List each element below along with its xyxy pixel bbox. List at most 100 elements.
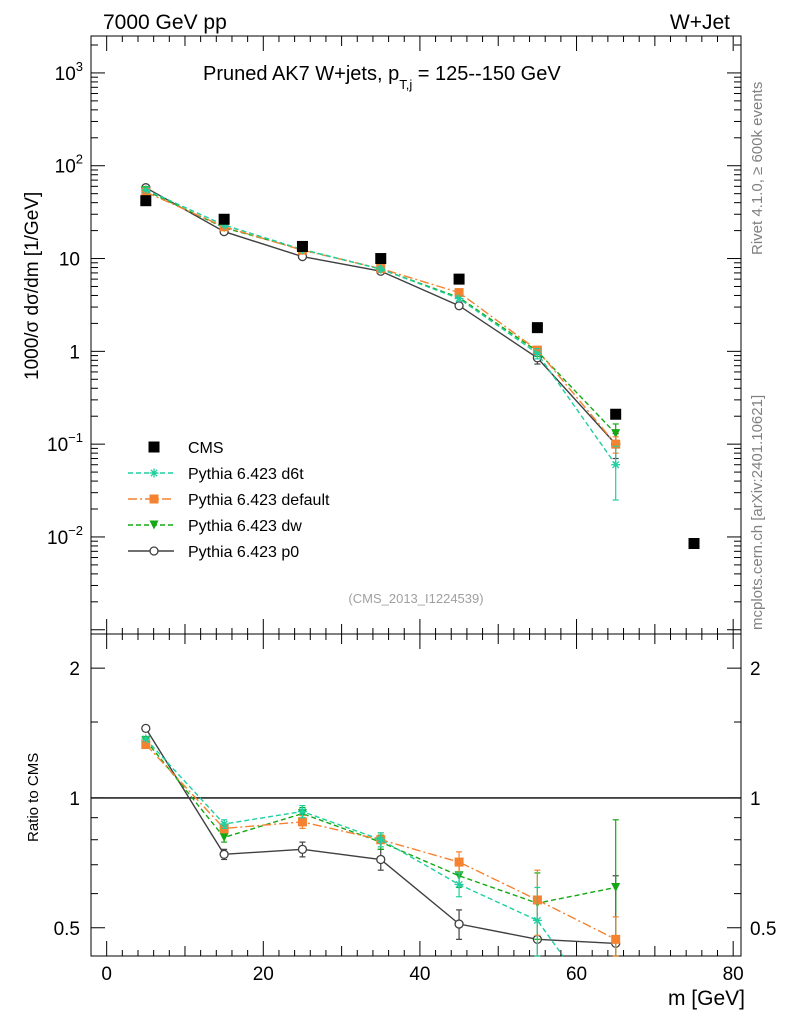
marker-star [454, 294, 464, 304]
marker-circle [141, 723, 151, 734]
ratio-xtick-label: 20 [253, 964, 274, 985]
legend-label: Pythia 6.423 dw [188, 518, 302, 535]
legend-label: CMS [188, 440, 224, 457]
main-title-sub: T,j [399, 77, 412, 92]
marker-square [297, 817, 307, 827]
ratio-xtick-label: 0 [101, 964, 112, 985]
series-pythia-6-423-p0 [141, 183, 621, 460]
marker-square [141, 740, 151, 750]
main-ytick-label: 103 [55, 59, 83, 85]
marker-star [219, 819, 229, 829]
main-ytick-label-base: 10 [59, 250, 80, 271]
marker-square [611, 934, 621, 944]
ratio-ytick-label-right: 0.5 [750, 919, 776, 940]
marker-square [454, 288, 464, 298]
main-ytick-label-base: 10 [55, 157, 76, 178]
main-ytick-label: 1 [69, 342, 80, 363]
marker-circle [219, 849, 229, 859]
series-line [145, 739, 616, 904]
series-line [145, 187, 617, 445]
series-pythia-6-423-d6t [141, 734, 564, 957]
legend-entry: Pythia 6.423 dw [128, 518, 302, 535]
marker-star [532, 348, 542, 358]
main-ytick-label-exp: −1 [68, 430, 83, 445]
series-cms [140, 195, 700, 549]
marker-star-arm [612, 461, 620, 469]
ratio-ytick-label: 0.5 [54, 919, 80, 940]
main-ylabel: 1000/σ dσ/dm [1/GeV] [22, 192, 43, 380]
header-right: W+Jet [670, 11, 730, 34]
legend: CMS Pythia 6.423 d6t Pythia 6.423 default P… [128, 440, 330, 561]
main-title: Pruned AK7 W+jets, pT,j = 125--150 GeV [203, 63, 561, 92]
marker-triangle [149, 520, 159, 530]
marker-star-arm [142, 735, 150, 743]
marker-star [532, 915, 542, 925]
legend-entry: CMS [148, 440, 224, 457]
main-ytick-label-base: 1 [69, 342, 80, 363]
marker-square [375, 253, 387, 265]
marker-star-arm [150, 469, 158, 477]
series-line [145, 738, 564, 957]
legend-entry: Pythia 6.423 p0 [128, 544, 299, 561]
legend-label: Pythia 6.423 default [188, 492, 330, 509]
header-left: 7000 GeV pp [103, 11, 227, 34]
main-ytick-label: 10−2 [47, 523, 83, 549]
marker-star [297, 807, 307, 817]
main-ytick-label-exp: −2 [68, 523, 83, 538]
series-line [145, 189, 617, 466]
marker-square [611, 439, 621, 449]
marker-circle [454, 919, 464, 929]
marker-star [141, 185, 151, 195]
marker-square [148, 441, 160, 453]
main-series [140, 183, 700, 549]
series-pythia-6-423-d6t [141, 185, 621, 501]
main-title-text: Pruned AK7 W+jets, p [203, 63, 399, 85]
ratio-xtick-label: 40 [409, 964, 430, 985]
main-ytick-label-exp: 3 [76, 59, 83, 74]
mcplots-credit: mcplots.cern.ch [arXiv:2401.10621] [749, 395, 766, 630]
legend-entry: Pythia 6.423 d6t [128, 466, 304, 483]
marker-triangle [611, 429, 621, 439]
main-title-tail: = 125--150 GeV [412, 63, 561, 85]
main-ytick-label: 10−1 [47, 430, 83, 456]
ratio-ytick-label: 2 [69, 659, 80, 680]
marker-circle [376, 854, 386, 865]
legend-entry: Pythia 6.423 default [128, 492, 330, 509]
ratio-series [141, 723, 621, 957]
marker-star [376, 264, 386, 274]
ratio-panel-frame [90, 633, 742, 957]
ratio-xtick-label: 80 [723, 964, 744, 985]
marker-star-arm [455, 880, 463, 889]
marker-star [141, 734, 151, 744]
ratio-ytick-label-right: 2 [750, 659, 761, 680]
main-ytick-label-base: 10 [47, 435, 68, 456]
marker-square [454, 857, 464, 867]
main-ytick-label-base: 10 [55, 64, 76, 85]
marker-star [149, 468, 159, 478]
marker-square [688, 537, 700, 549]
marker-star-arm [220, 820, 228, 828]
series-line [145, 191, 617, 445]
main-ytick-label: 102 [55, 152, 83, 178]
ratio-ytick-label-right: 1 [750, 789, 761, 810]
marker-star-arm [377, 836, 385, 844]
analysis-watermark: (CMS_2013_I1224539) [348, 591, 483, 606]
ratio-xtick-label: 60 [566, 964, 587, 985]
marker-square [140, 195, 152, 207]
marker-square [149, 494, 159, 504]
ratio-ticks: 0 20 40 60 80 0.5 0.5 1 1 2 2 [54, 634, 776, 985]
marker-square [218, 213, 230, 225]
marker-star-arm [142, 186, 150, 194]
legend-label: Pythia 6.423 p0 [188, 544, 299, 561]
legend-label: Pythia 6.423 d6t [188, 466, 304, 483]
marker-triangle [611, 882, 621, 892]
series-pythia-6-423-default [141, 187, 621, 454]
marker-square [296, 240, 308, 252]
marker-circle [149, 546, 159, 556]
x-axis-label: m [GeV] [668, 987, 745, 1010]
marker-star [376, 835, 386, 845]
ratio-ytick-label: 1 [69, 789, 80, 810]
